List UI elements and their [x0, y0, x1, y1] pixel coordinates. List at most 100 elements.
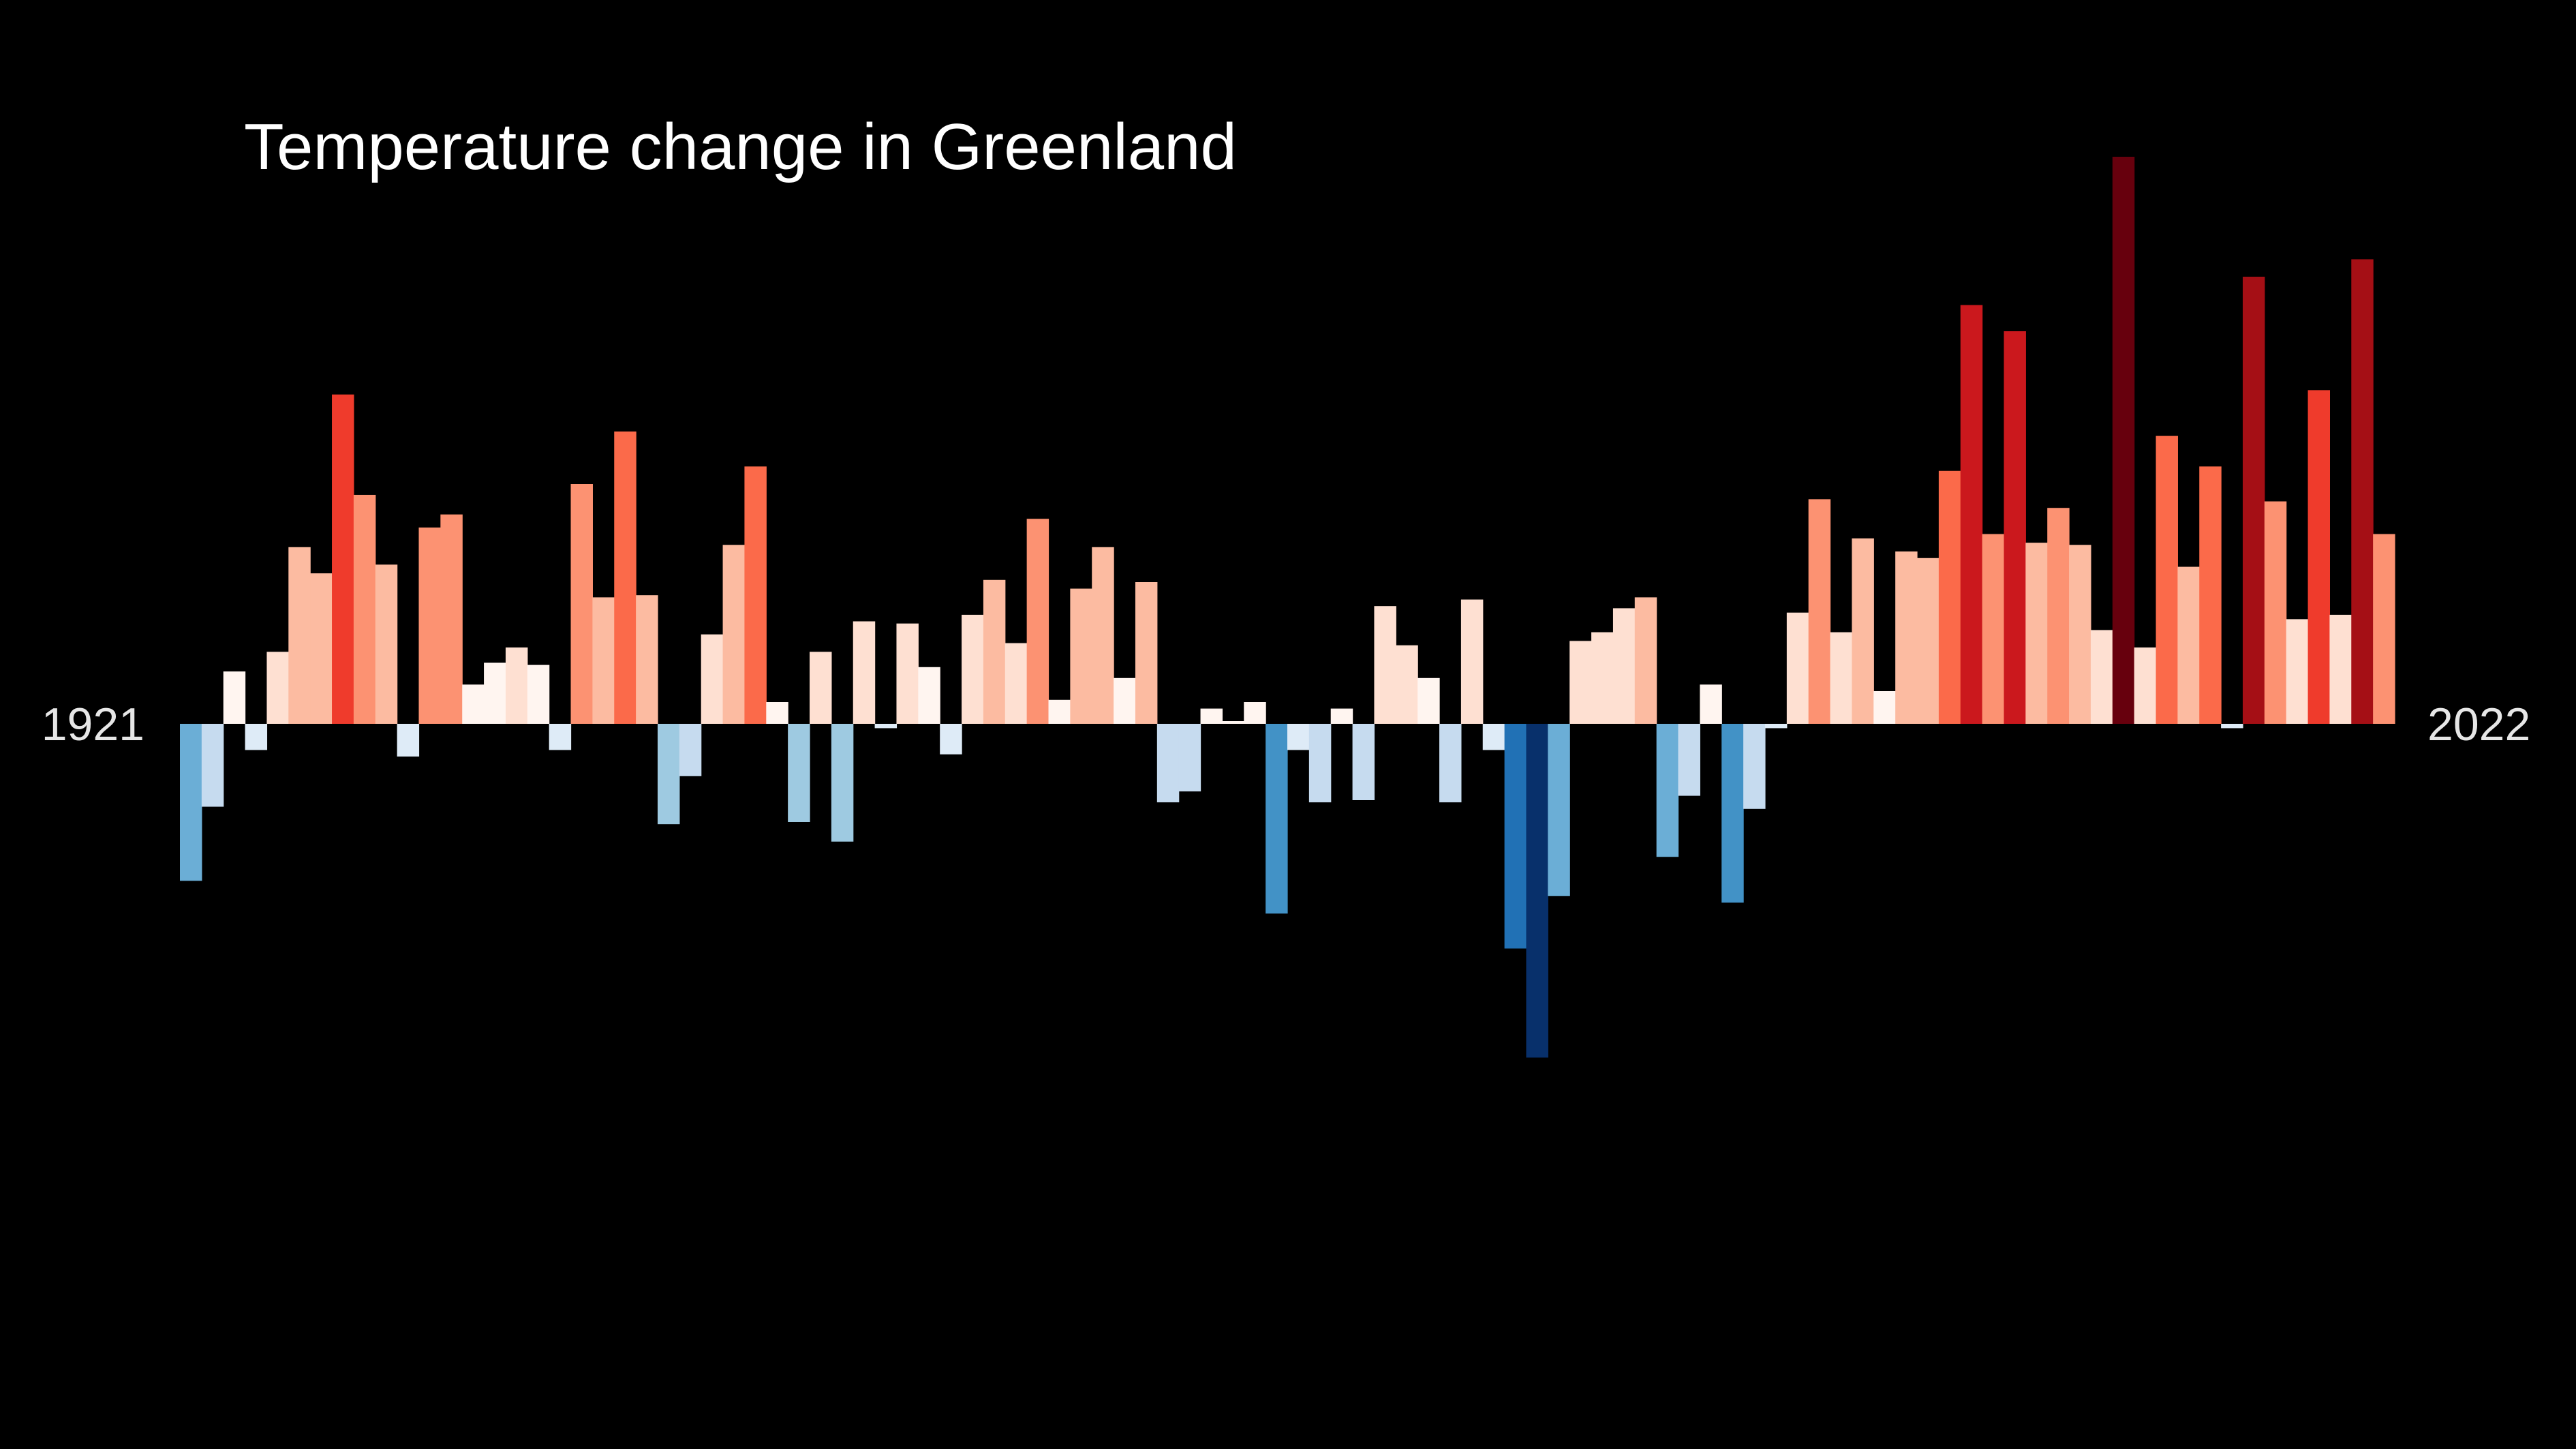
bar-1995: [1786, 612, 1809, 724]
bar-1940: [592, 597, 615, 724]
bar-1960: [1026, 519, 1049, 724]
bar-1990: [1678, 724, 1700, 796]
bar-1954: [896, 623, 919, 724]
bar-1927: [310, 573, 333, 724]
bar-1948: [766, 702, 788, 724]
bar-1951: [831, 724, 854, 842]
bar-1981: [1482, 724, 1505, 750]
bar-1992: [1721, 724, 1744, 903]
bar-1975: [1352, 724, 1375, 800]
bar-1938: [549, 724, 572, 750]
bar-1997: [1830, 632, 1853, 724]
bar-2010: [2112, 157, 2135, 724]
bar-2002: [1938, 470, 1961, 724]
bar-1963: [1092, 547, 1114, 724]
bar-1982: [1504, 724, 1527, 949]
bar-1936: [505, 647, 528, 724]
bar-2019: [2307, 390, 2331, 724]
bar-1949: [788, 724, 810, 822]
bar-2021: [2351, 259, 2374, 724]
bar-2012: [2156, 436, 2178, 724]
bar-1983: [1526, 724, 1548, 1058]
bar-1924: [245, 724, 268, 750]
bar-1977: [1396, 645, 1418, 724]
bar-1947: [744, 466, 767, 724]
bar-1971: [1266, 724, 1288, 914]
bar-1973: [1308, 724, 1332, 803]
bar-2004: [1982, 534, 2005, 724]
bar-2001: [1917, 558, 1939, 724]
bar-2007: [2047, 508, 2070, 724]
bar-1925: [266, 652, 289, 724]
bar-1967: [1178, 724, 1201, 792]
bar-1930: [375, 564, 398, 724]
bar-1987: [1612, 608, 1636, 724]
bar-1945: [701, 634, 724, 724]
bar-1959: [1005, 643, 1028, 724]
bar-1962: [1070, 588, 1092, 724]
bar-1931: [397, 724, 420, 757]
bar-1950: [810, 652, 832, 724]
bar-1944: [679, 724, 702, 776]
bar-2008: [2069, 545, 2091, 724]
bar-1991: [1700, 684, 1722, 724]
bar-series: [180, 157, 2395, 1058]
bar-1986: [1591, 632, 1614, 724]
bar-1946: [722, 545, 746, 724]
bar-2020: [2329, 615, 2352, 724]
bar-1958: [983, 579, 1006, 724]
bar-1933: [440, 514, 463, 724]
bar-1969: [1222, 721, 1244, 724]
bar-1974: [1330, 708, 1353, 724]
bar-1979: [1439, 724, 1462, 803]
end-year-label: 2022: [2427, 699, 2530, 750]
bar-1996: [1808, 499, 1831, 724]
bar-1966: [1156, 724, 1180, 803]
bar-2003: [1960, 305, 1983, 724]
bar-1989: [1656, 724, 1679, 857]
bar-1965: [1135, 582, 1158, 724]
bar-1937: [527, 665, 550, 724]
bar-2018: [2286, 619, 2309, 724]
chart-title: Temperature change in Greenland: [244, 110, 1237, 183]
bar-1923: [223, 671, 246, 724]
bar-1932: [418, 528, 441, 724]
bar-1957: [962, 615, 984, 724]
bar-1953: [874, 724, 898, 729]
bar-1961: [1048, 699, 1071, 724]
bar-1929: [353, 495, 376, 724]
bar-1984: [1548, 724, 1570, 896]
bar-1934: [462, 684, 485, 724]
bar-2005: [2004, 331, 2026, 724]
bar-1972: [1287, 724, 1310, 750]
bar-1994: [1764, 724, 1788, 729]
bar-1980: [1460, 599, 1484, 724]
bar-2016: [2242, 277, 2265, 724]
bar-1968: [1200, 708, 1223, 724]
bar-1970: [1244, 702, 1266, 724]
bar-2006: [2025, 543, 2048, 724]
bar-1988: [1634, 597, 1657, 724]
bar-2009: [2090, 630, 2113, 724]
bar-1922: [201, 724, 224, 807]
start-year-label: 1921: [42, 699, 144, 750]
bar-2011: [2134, 647, 2157, 724]
bar-1964: [1114, 677, 1136, 724]
bar-2022: [2373, 534, 2395, 724]
bar-1935: [484, 662, 506, 724]
bar-2013: [2177, 566, 2200, 724]
bar-1955: [918, 667, 940, 724]
bar-2017: [2264, 501, 2287, 724]
bar-1941: [614, 431, 637, 724]
bar-1976: [1374, 606, 1396, 724]
bar-1993: [1743, 724, 1766, 809]
bar-1998: [1852, 538, 1874, 724]
bar-1956: [940, 724, 962, 754]
bar-2000: [1895, 551, 1918, 724]
bar-1943: [657, 724, 680, 825]
bar-2015: [2221, 724, 2243, 729]
bar-1921: [180, 724, 202, 881]
bar-1926: [288, 547, 311, 724]
bar-1939: [570, 484, 593, 724]
